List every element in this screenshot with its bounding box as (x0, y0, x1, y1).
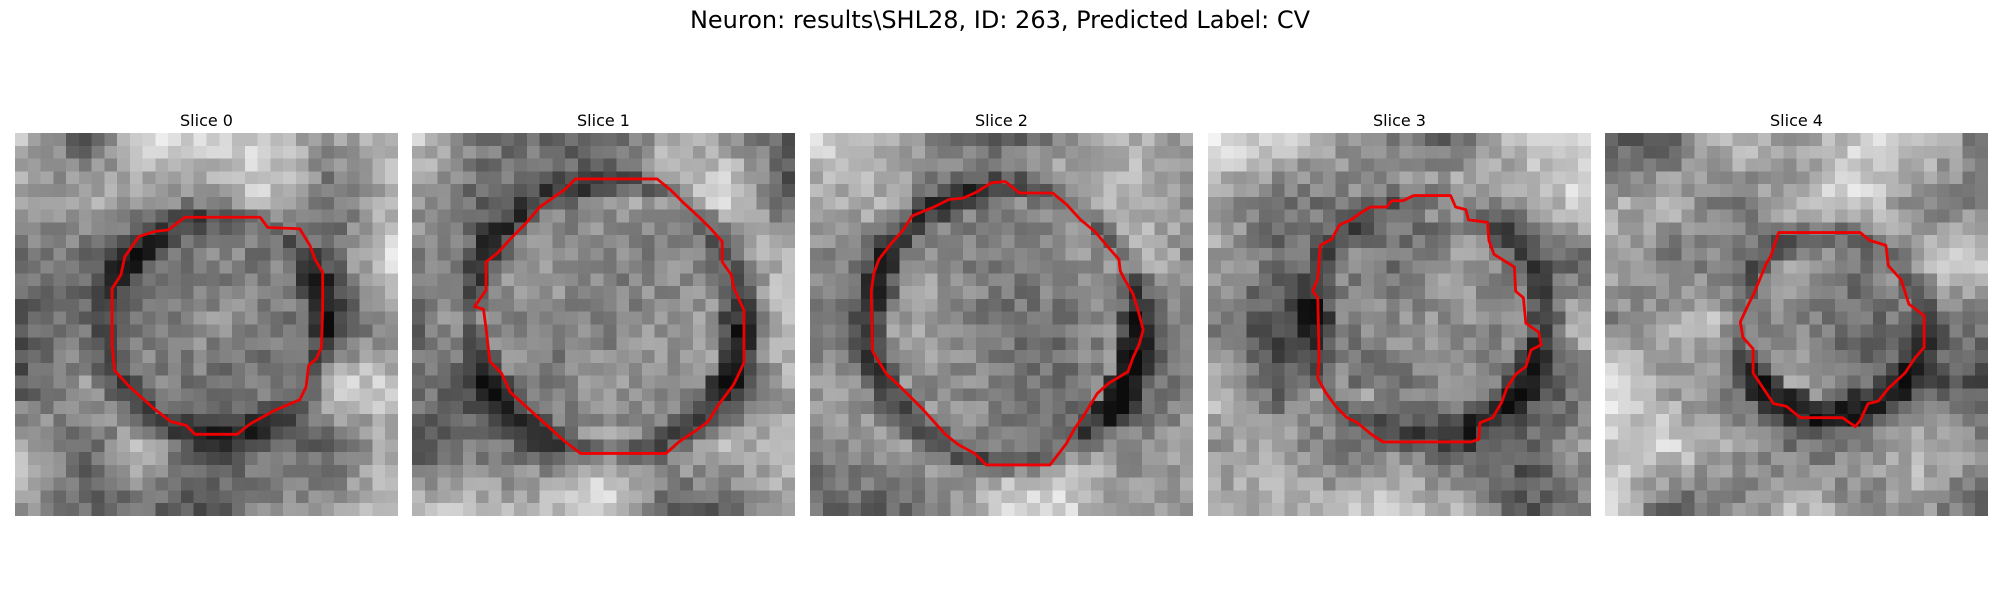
slice-panel-0: Slice 0 (15, 109, 398, 516)
slice-panel-1: Slice 1 (412, 109, 795, 516)
slice-image (15, 133, 398, 516)
slice-image (412, 133, 795, 516)
slice-panel-4: Slice 4 (1605, 109, 1988, 516)
contour-outline (1311, 194, 1543, 444)
grayscale-pixels (810, 133, 1193, 516)
figure-title: Neuron: results\SHL28, ID: 263, Predicte… (689, 6, 1311, 34)
slice-title: Slice 3 (1373, 111, 1426, 130)
grayscale-pixels (15, 133, 398, 516)
slice-image (810, 133, 1193, 516)
contour-outline (869, 180, 1145, 467)
contour-outline (473, 177, 746, 455)
slice-title: Slice 0 (180, 111, 233, 130)
slice-image (1208, 133, 1591, 516)
contour-outline (110, 215, 325, 436)
slice-title: Slice 2 (975, 111, 1028, 130)
slice-title: Slice 4 (1770, 111, 1823, 130)
slice-title: Slice 1 (577, 111, 630, 130)
contour-outline (1738, 231, 1926, 429)
grayscale-pixels (1605, 133, 1988, 516)
grayscale-pixels (1208, 133, 1591, 516)
grayscale-pixels (412, 133, 795, 516)
slice-image (1605, 133, 1988, 516)
slice-panel-3: Slice 3 (1208, 109, 1591, 516)
slice-panel-2: Slice 2 (810, 109, 1193, 516)
